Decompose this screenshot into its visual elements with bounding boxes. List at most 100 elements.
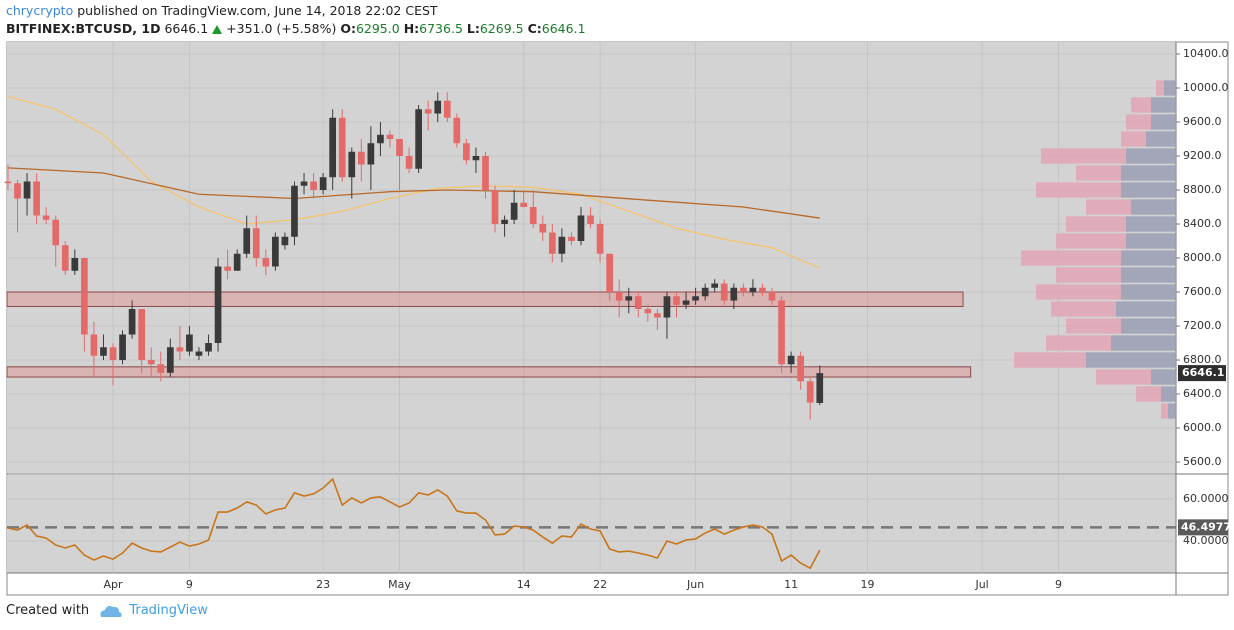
x-tick-label: 11 (784, 578, 798, 591)
candle-body (501, 219, 508, 225)
vp-down (1076, 165, 1121, 181)
candle-body (654, 313, 661, 318)
vp-up (1151, 369, 1176, 385)
vp-up (1121, 318, 1176, 334)
candle-body (119, 334, 126, 361)
candle-body (443, 100, 451, 118)
candle-body (510, 202, 518, 220)
tv-logo (100, 605, 122, 617)
candle-body (529, 207, 537, 225)
vp-down (1051, 301, 1116, 317)
candle-body (243, 228, 251, 254)
x-tick-label: 14 (517, 578, 531, 591)
candle-body (357, 151, 365, 165)
vp-down (1096, 369, 1151, 385)
candle-body (720, 283, 728, 301)
candle-body (434, 100, 442, 114)
vp-down (1156, 80, 1164, 96)
candle-body (71, 258, 79, 271)
zone (6, 291, 964, 307)
candle-body (128, 309, 136, 335)
x-tick-label: 22 (593, 578, 607, 591)
vp-up (1164, 80, 1176, 96)
candle-body (806, 381, 814, 403)
rsi-tick-label: 60.0000 (1183, 492, 1229, 505)
last-price: 6646.1 (164, 21, 209, 36)
vp-up (1126, 148, 1176, 164)
candle-body (787, 355, 795, 365)
vp-up (1086, 352, 1176, 368)
vp-up (1116, 301, 1176, 317)
candle-body (701, 287, 709, 297)
candle-body (568, 236, 575, 242)
y-tick-label: 9200.0 (1183, 149, 1222, 162)
x-tick-label: May (388, 578, 411, 591)
candle-body (138, 309, 146, 361)
y-tick-label: 10000.0 (1183, 81, 1229, 94)
last-price-box (1178, 365, 1226, 382)
candle-body (682, 300, 690, 305)
candle-body (424, 109, 432, 114)
chart: Apr 9 23 May 14 22 Jun 11 19 Jul 9 5600.0 6000.0 6400… (4, 41, 1231, 596)
vp-up (1168, 403, 1176, 419)
h-val: 6736.5 (419, 21, 463, 36)
c-val: 6646.1 (541, 21, 586, 36)
vp-up (1121, 267, 1176, 283)
candle-body (625, 296, 633, 301)
candle-body (109, 347, 117, 361)
candle-body (453, 117, 461, 144)
candle-body (797, 355, 805, 382)
candle-body (491, 190, 499, 225)
candle-body (596, 224, 604, 254)
candle-body (606, 253, 613, 293)
vp-down (1036, 182, 1121, 198)
candle-body (52, 219, 60, 246)
x-tick-label: Jul (974, 578, 988, 591)
candle-body (319, 177, 327, 191)
candle-body (548, 232, 556, 254)
vp-down (1014, 352, 1086, 368)
rsi-tick-label: 40.0000 (1183, 534, 1229, 547)
header: chrycrypto published on TradingView.com,… (6, 2, 586, 38)
l-val: 6269.5 (479, 21, 524, 36)
vp-down (1041, 148, 1126, 164)
y-tick-label: 7600.0 (1183, 285, 1222, 298)
vp-up (1161, 386, 1176, 402)
vp-up (1131, 199, 1176, 215)
vp-up (1121, 284, 1176, 300)
candle-body (816, 373, 824, 403)
candle-body (272, 236, 279, 267)
x-tick-label: Jun (686, 578, 704, 591)
header-line: chrycrypto published on TradingView.com,… (6, 2, 586, 20)
vp-up (1126, 233, 1176, 249)
candle-body (577, 215, 585, 242)
candle-body (176, 347, 184, 352)
candle-body (252, 228, 260, 259)
author[interactable]: chrycrypto (6, 3, 74, 18)
candle-body (186, 334, 193, 352)
rsi-level-box (1178, 519, 1228, 536)
candle-body (348, 151, 356, 178)
candle-body (329, 117, 337, 178)
candle-body (711, 283, 719, 288)
brand[interactable]: TradingView (129, 603, 208, 618)
vp-up (1121, 165, 1176, 181)
candle-body (310, 181, 317, 191)
vp-down (1066, 318, 1121, 334)
candle-body (615, 292, 623, 301)
price-pane (7, 42, 1176, 473)
candle-body (367, 143, 375, 165)
candle-body (673, 296, 680, 305)
symbol: BITFINEX:BTCUSD, 1D (6, 21, 161, 36)
candle-body (405, 155, 413, 169)
candle-body (300, 181, 308, 186)
candle-body (147, 360, 155, 365)
vp-down (1086, 199, 1131, 215)
y-tick-label: 8400.0 (1183, 217, 1222, 230)
candle-body (205, 343, 212, 352)
y-tick-label: 6000.0 (1183, 421, 1222, 434)
rsi-level-label: 46.4977 (1181, 520, 1231, 533)
candle-body (520, 202, 528, 208)
y-tick-label: 8800.0 (1183, 183, 1222, 196)
x-tick-label: 9 (1055, 578, 1062, 591)
